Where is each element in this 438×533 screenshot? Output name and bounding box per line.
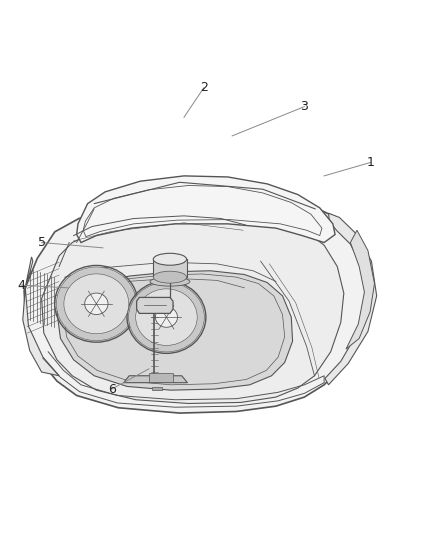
- Ellipse shape: [64, 274, 129, 334]
- Polygon shape: [152, 387, 162, 390]
- Polygon shape: [77, 176, 335, 243]
- Polygon shape: [325, 213, 377, 385]
- Text: 2: 2: [200, 82, 208, 94]
- Polygon shape: [153, 259, 187, 277]
- Text: 5: 5: [38, 236, 46, 249]
- Text: 4: 4: [17, 279, 25, 292]
- Ellipse shape: [57, 267, 136, 341]
- Ellipse shape: [129, 282, 204, 352]
- Polygon shape: [124, 376, 187, 383]
- Polygon shape: [23, 257, 59, 376]
- Text: 1: 1: [366, 156, 374, 169]
- Text: 3: 3: [300, 100, 308, 113]
- Ellipse shape: [136, 289, 197, 345]
- FancyBboxPatch shape: [149, 373, 173, 382]
- Polygon shape: [42, 219, 344, 403]
- Ellipse shape: [155, 307, 177, 327]
- Text: 6: 6: [108, 383, 116, 395]
- Ellipse shape: [153, 253, 187, 265]
- Polygon shape: [137, 297, 173, 313]
- Polygon shape: [24, 195, 372, 413]
- Ellipse shape: [150, 277, 190, 286]
- Polygon shape: [57, 271, 293, 390]
- Ellipse shape: [153, 271, 187, 283]
- Ellipse shape: [85, 293, 108, 314]
- Polygon shape: [346, 230, 374, 349]
